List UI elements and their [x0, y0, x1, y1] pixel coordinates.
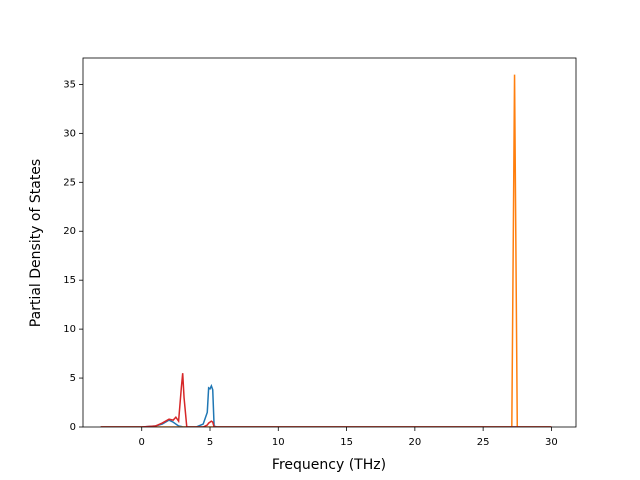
x-tick-label: 0 [139, 437, 145, 448]
x-tick-label: 20 [408, 437, 421, 448]
y-tick-label: 0 [70, 422, 76, 433]
y-tick-label: 20 [63, 226, 76, 237]
plot-frame [82, 57, 577, 428]
y-tick-label: 25 [63, 177, 76, 188]
series-line [100, 74, 552, 427]
y-axis-label: Partial Density of States [28, 159, 44, 327]
series-line [100, 373, 552, 427]
y-tick-label: 10 [63, 324, 76, 335]
x-tick-label: 25 [477, 437, 490, 448]
y-tick-label: 5 [70, 373, 76, 384]
y-tick-label: 15 [63, 275, 76, 286]
y-tick-label: 35 [63, 79, 76, 90]
x-axis-label: Frequency (THz) [272, 457, 386, 473]
x-tick-label: 5 [207, 437, 213, 448]
series-line [100, 383, 552, 427]
x-tick-label: 10 [272, 437, 285, 448]
x-tick-label: 15 [340, 437, 353, 448]
x-tick-label: 30 [545, 437, 558, 448]
y-tick-label: 30 [63, 128, 76, 139]
